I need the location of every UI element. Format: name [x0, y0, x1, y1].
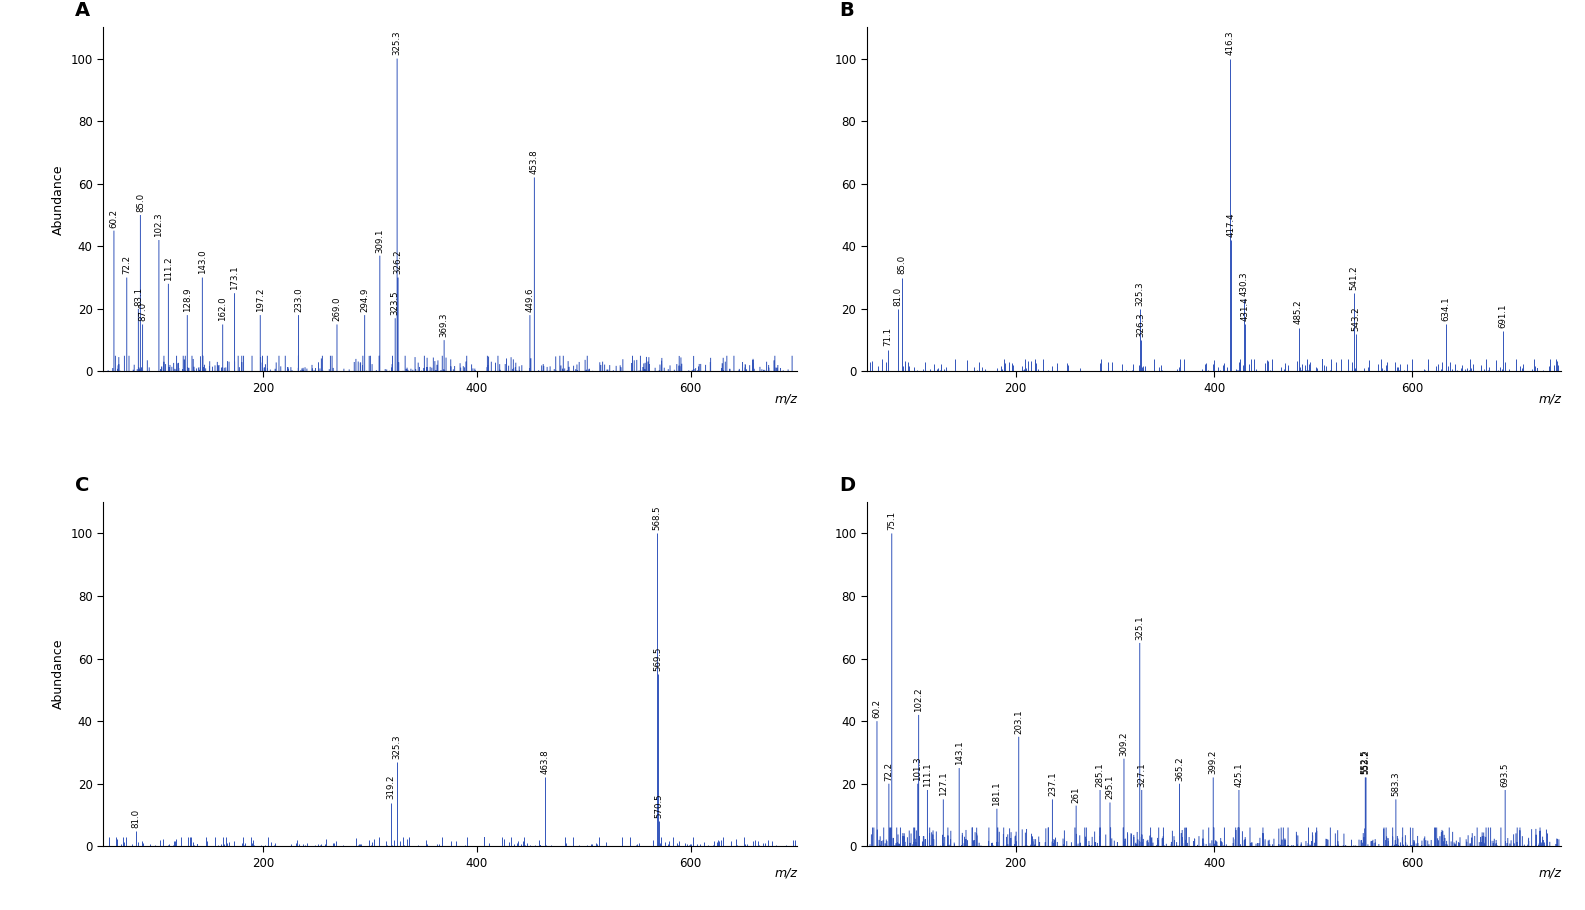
Y-axis label: Abundance: Abundance	[52, 164, 65, 235]
Text: B: B	[838, 2, 854, 20]
Text: 326.3: 326.3	[1136, 312, 1146, 337]
Text: 431.4: 431.4	[1241, 297, 1249, 321]
Text: 326.2: 326.2	[393, 250, 403, 275]
Text: 71.1: 71.1	[883, 328, 892, 347]
Text: 453.8: 453.8	[529, 150, 539, 175]
Text: 111.2: 111.2	[163, 256, 173, 280]
Text: 430.3: 430.3	[1239, 272, 1249, 297]
Text: 237.1: 237.1	[1048, 772, 1057, 796]
Text: 541.2: 541.2	[1349, 266, 1358, 290]
Text: 369.3: 369.3	[439, 312, 449, 337]
Text: 85.0: 85.0	[136, 193, 144, 212]
Text: 325.3: 325.3	[1135, 281, 1144, 306]
Text: 399.2: 399.2	[1209, 750, 1217, 774]
Text: 162.0: 162.0	[219, 297, 227, 321]
Text: 693.5: 693.5	[1501, 763, 1509, 787]
Text: 81.0: 81.0	[132, 808, 141, 827]
Text: 319.2: 319.2	[387, 775, 395, 799]
Text: 85.0: 85.0	[897, 256, 907, 275]
Text: 583.3: 583.3	[1392, 772, 1401, 796]
Text: 81.0: 81.0	[892, 287, 902, 306]
Text: 87.0: 87.0	[138, 302, 147, 321]
Text: 325.3: 325.3	[393, 31, 401, 56]
Text: 553.2: 553.2	[1362, 750, 1371, 774]
Text: 691.1: 691.1	[1498, 303, 1507, 328]
Text: A: A	[74, 2, 90, 20]
Text: 233.0: 233.0	[295, 288, 303, 312]
Text: 181.1: 181.1	[992, 781, 1002, 805]
Text: C: C	[74, 476, 90, 495]
Text: 111.1: 111.1	[922, 763, 932, 787]
Text: 72.2: 72.2	[122, 256, 132, 275]
Text: 143.0: 143.0	[198, 250, 208, 275]
Text: 543.2: 543.2	[1352, 306, 1360, 330]
Text: 325.3: 325.3	[393, 734, 401, 759]
Text: 102.2: 102.2	[915, 687, 922, 712]
Text: 127.1: 127.1	[938, 772, 948, 796]
Text: m/z: m/z	[1539, 867, 1561, 880]
Text: 143.1: 143.1	[954, 741, 964, 765]
Text: 425.1: 425.1	[1235, 763, 1244, 787]
Text: 60.2: 60.2	[872, 699, 881, 718]
Text: 463.8: 463.8	[540, 750, 550, 774]
Text: 309.1: 309.1	[376, 228, 384, 253]
Text: 173.1: 173.1	[230, 266, 239, 290]
Text: 197.2: 197.2	[255, 288, 265, 312]
Text: 60.2: 60.2	[109, 208, 119, 228]
Text: 294.9: 294.9	[360, 288, 369, 312]
Text: 568.5: 568.5	[653, 506, 661, 531]
Text: 128.9: 128.9	[182, 288, 192, 312]
Text: 309.2: 309.2	[1119, 731, 1129, 755]
Text: 327.1: 327.1	[1136, 763, 1146, 787]
Text: 323.5: 323.5	[390, 290, 399, 315]
Text: 261: 261	[1071, 786, 1081, 803]
Text: 325.1: 325.1	[1135, 615, 1144, 640]
Text: 295.1: 295.1	[1105, 775, 1114, 799]
Text: 75.1: 75.1	[888, 511, 896, 531]
Text: 269.0: 269.0	[333, 297, 341, 321]
Text: 83.1: 83.1	[133, 287, 143, 306]
Text: 634.1: 634.1	[1442, 297, 1450, 321]
Text: m/z: m/z	[775, 392, 797, 405]
Text: D: D	[838, 476, 856, 495]
Text: 101.3: 101.3	[913, 756, 922, 781]
Text: 365.2: 365.2	[1174, 756, 1184, 781]
Text: 417.4: 417.4	[1227, 212, 1236, 237]
Text: 570.5: 570.5	[655, 794, 664, 818]
Text: 102.3: 102.3	[154, 212, 163, 237]
Text: 449.6: 449.6	[525, 288, 534, 312]
Text: m/z: m/z	[775, 867, 797, 880]
Text: 72.2: 72.2	[884, 762, 894, 781]
Text: 552.5: 552.5	[1362, 750, 1369, 774]
Text: 203.1: 203.1	[1014, 709, 1024, 733]
Text: m/z: m/z	[1539, 392, 1561, 405]
Text: 485.2: 485.2	[1293, 300, 1303, 325]
Text: 569.5: 569.5	[653, 647, 663, 671]
Text: 285.1: 285.1	[1095, 763, 1105, 787]
Text: 416.3: 416.3	[1225, 31, 1235, 56]
Y-axis label: Abundance: Abundance	[52, 639, 65, 710]
